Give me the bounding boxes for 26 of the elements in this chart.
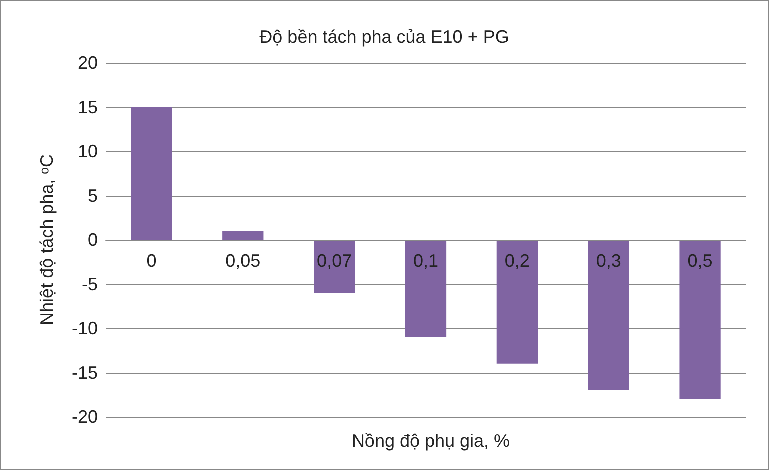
chart-title: Độ bền tách pha của E10 + PG xyxy=(260,27,510,47)
x-tick-label: 0,2 xyxy=(504,251,530,271)
x-tick-label: 0,05 xyxy=(226,251,261,271)
y-tick-label: 15 xyxy=(78,97,98,118)
bar xyxy=(680,240,721,400)
y-tick-label: -5 xyxy=(82,274,98,294)
bar xyxy=(314,240,356,294)
bar xyxy=(222,231,264,240)
y-tick-label: -15 xyxy=(72,362,98,383)
bar xyxy=(496,240,538,364)
y-tick-label: -10 xyxy=(72,318,98,338)
x-axis-title: Nồng độ phụ gia, % xyxy=(352,431,510,451)
x-tick-label: 0,07 xyxy=(317,251,352,271)
x-tick-label: 0,5 xyxy=(688,251,713,271)
bar xyxy=(405,240,447,338)
y-tick-label: 10 xyxy=(78,142,98,162)
y-tick-label: 0 xyxy=(88,230,98,250)
x-tick-label: 0 xyxy=(146,251,157,271)
x-tick-label: 0,1 xyxy=(413,251,439,271)
bar xyxy=(588,240,630,390)
y-tick-label: -20 xyxy=(72,407,98,427)
y-tick-label: 20 xyxy=(78,53,98,73)
bar xyxy=(131,107,172,240)
y-tick-label: 5 xyxy=(88,186,98,206)
y-axis-title: Nhiệt độ tách pha, ᵒC xyxy=(37,154,57,326)
x-tick-label: 0,3 xyxy=(596,251,622,271)
